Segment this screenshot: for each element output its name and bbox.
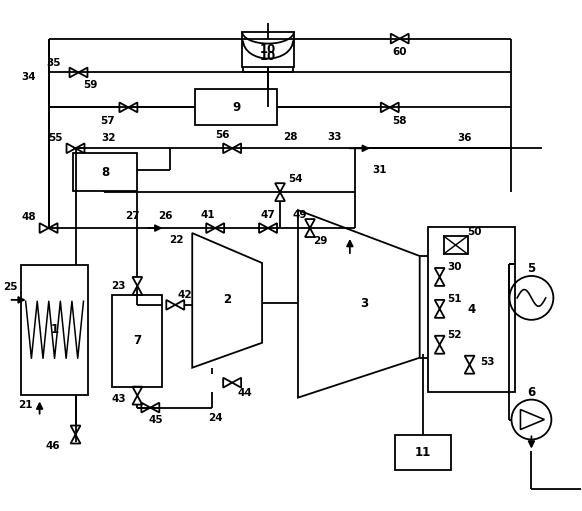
Bar bbox=[395, 434, 450, 471]
Text: 45: 45 bbox=[148, 414, 162, 425]
Text: 57: 57 bbox=[100, 117, 115, 126]
Text: 32: 32 bbox=[101, 133, 116, 143]
Text: 49: 49 bbox=[293, 210, 307, 220]
Bar bbox=[195, 89, 277, 125]
Text: 36: 36 bbox=[457, 133, 472, 143]
Text: 56: 56 bbox=[215, 130, 229, 141]
Text: 33: 33 bbox=[328, 132, 342, 143]
Text: 10: 10 bbox=[260, 50, 276, 63]
Text: 4: 4 bbox=[467, 303, 475, 316]
Text: 5: 5 bbox=[527, 263, 535, 275]
Text: 60: 60 bbox=[392, 47, 407, 57]
Text: 25: 25 bbox=[3, 282, 18, 292]
Text: 31: 31 bbox=[372, 165, 387, 175]
Text: 8: 8 bbox=[101, 166, 109, 179]
Bar bbox=[243, 40, 293, 73]
Text: 29: 29 bbox=[313, 236, 327, 246]
Text: 41: 41 bbox=[201, 210, 215, 220]
Text: 52: 52 bbox=[448, 330, 462, 340]
Text: 53: 53 bbox=[480, 357, 495, 367]
Text: 30: 30 bbox=[448, 262, 462, 272]
Text: 22: 22 bbox=[169, 235, 183, 245]
Text: 3: 3 bbox=[360, 297, 368, 310]
Bar bbox=[428, 227, 516, 391]
Text: 55: 55 bbox=[48, 133, 63, 143]
Text: 51: 51 bbox=[448, 294, 462, 304]
Bar bbox=[112, 295, 162, 387]
Text: 47: 47 bbox=[261, 210, 275, 220]
Text: 9: 9 bbox=[232, 101, 240, 114]
Bar bbox=[242, 32, 294, 66]
Text: 58: 58 bbox=[392, 117, 407, 126]
Text: 46: 46 bbox=[45, 442, 60, 452]
Text: 42: 42 bbox=[178, 290, 193, 300]
Text: 1: 1 bbox=[51, 323, 59, 336]
Text: 48: 48 bbox=[22, 212, 36, 222]
Text: 27: 27 bbox=[125, 211, 140, 221]
Text: 44: 44 bbox=[237, 388, 253, 398]
Text: 23: 23 bbox=[111, 281, 126, 291]
Text: 28: 28 bbox=[283, 132, 297, 143]
Text: 35: 35 bbox=[47, 58, 61, 67]
Text: 24: 24 bbox=[208, 412, 222, 423]
Text: 50: 50 bbox=[467, 227, 482, 237]
Text: 11: 11 bbox=[414, 446, 431, 459]
Text: 34: 34 bbox=[22, 73, 36, 82]
Text: 54: 54 bbox=[289, 174, 303, 184]
Text: 6: 6 bbox=[527, 386, 535, 399]
Text: 21: 21 bbox=[19, 400, 33, 410]
Bar bbox=[73, 153, 137, 191]
Text: 43: 43 bbox=[111, 393, 126, 404]
Text: 2: 2 bbox=[223, 293, 231, 307]
Text: 59: 59 bbox=[83, 80, 98, 90]
Text: 10: 10 bbox=[260, 42, 276, 56]
Text: 26: 26 bbox=[158, 211, 172, 221]
Bar bbox=[443, 236, 467, 254]
Bar bbox=[20, 265, 88, 394]
Text: 7: 7 bbox=[133, 334, 141, 347]
